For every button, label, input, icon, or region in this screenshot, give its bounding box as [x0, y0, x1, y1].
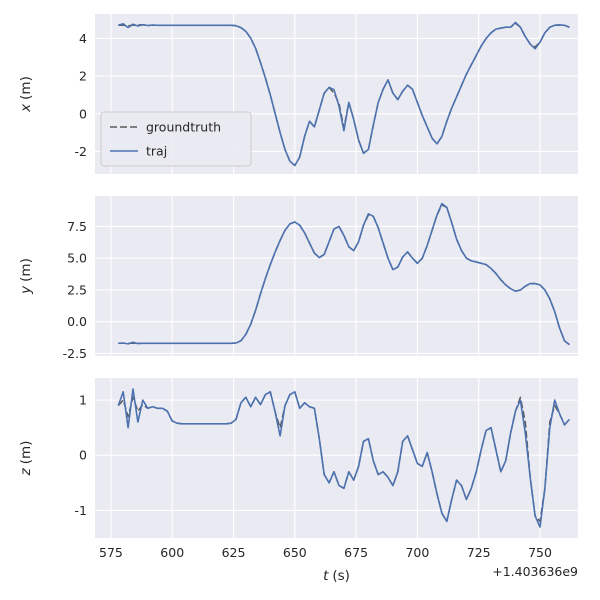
subplot-z: -1 0 1 z(m) — [18, 378, 578, 538]
xtick-label: 725 — [467, 545, 491, 560]
xtick-label: 600 — [160, 545, 184, 560]
y-axis-label: z(m) — [18, 441, 34, 477]
ytick-label: 0 — [79, 106, 87, 121]
xtick-label: 650 — [283, 545, 307, 560]
ytick-label: -1 — [75, 503, 87, 518]
ytick-label: 0 — [79, 448, 87, 463]
ytick-label: 2 — [79, 69, 87, 84]
legend-label-groundtruth: groundtruth — [146, 120, 221, 135]
ytick-label: 0.0 — [67, 314, 87, 329]
xtick-label: 700 — [405, 545, 429, 560]
legend-frame — [100, 111, 252, 167]
subplot-y: -2.5 0.0 2.5 5.0 7.5 y(m) — [18, 196, 578, 361]
xtick-label: 750 — [528, 545, 552, 560]
x-axis-label: t (s) — [323, 568, 350, 584]
series-traj — [118, 202, 570, 346]
ytick-label: -2 — [75, 144, 87, 159]
series-traj — [118, 21, 570, 167]
ytick-label: 4 — [79, 31, 87, 46]
xtick-label: 675 — [344, 545, 368, 560]
series-traj — [117, 388, 570, 528]
ytick-label: 2.5 — [67, 282, 87, 297]
x-offset-label: +1.403636e9 — [492, 564, 578, 579]
ytick-label: 7.5 — [67, 219, 87, 234]
y-axis-label: x(m) — [18, 76, 34, 113]
xtick-label: 575 — [99, 545, 123, 560]
ytick-label: 1 — [79, 393, 87, 408]
y-axis-label: y(m) — [18, 258, 34, 295]
ytick-label: -2.5 — [63, 346, 87, 361]
plot-area — [95, 196, 578, 356]
ytick-label: 5.0 — [67, 251, 87, 266]
xtick-label: 625 — [222, 545, 246, 560]
legend-label-traj: traj — [146, 144, 167, 159]
legend: groundtruth traj — [100, 111, 252, 167]
